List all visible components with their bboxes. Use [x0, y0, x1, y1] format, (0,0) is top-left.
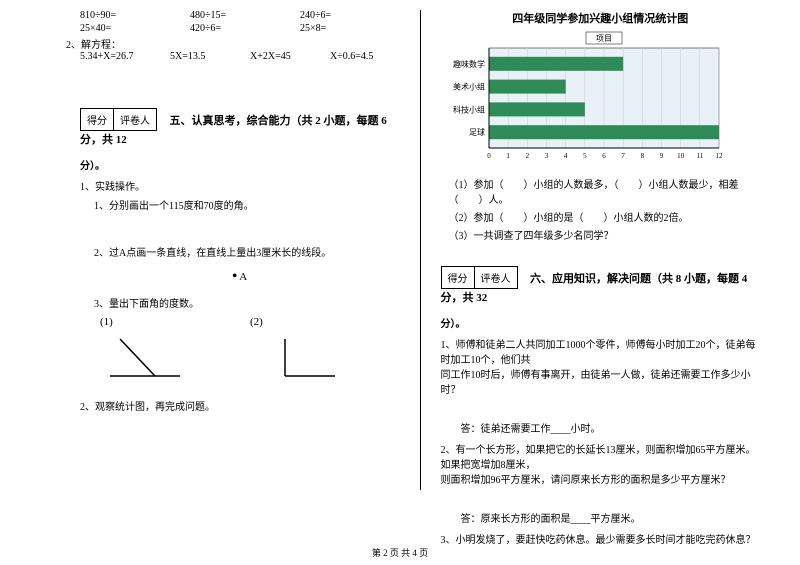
eq: 5.34+X=26.7 [80, 51, 170, 62]
eq: 25×40= [80, 23, 190, 34]
problem-2: 2、观察统计图，再完成问题。 [80, 398, 400, 413]
svg-text:趣味数学: 趣味数学 [453, 59, 485, 69]
problem-1a: 1、分别画出一个115度和70度的角。 [94, 197, 400, 212]
score-label: 得分 [442, 267, 475, 288]
score-label: 得分 [81, 109, 114, 130]
column-divider [420, 10, 421, 490]
chart-q1: （1）参加（ ）小组的人数最多，（ ）小组人数最少，相差（ ）人。 [449, 176, 761, 206]
eq-row-1: 810÷90= 480÷15= 240÷6= [80, 10, 400, 21]
score-box-2: 得分 评卷人 [441, 266, 518, 289]
grader-label: 评卷人 [475, 267, 517, 288]
svg-text:3: 3 [544, 152, 548, 160]
chart-q3: （3）一共调查了四年级多少名同学？ [449, 227, 761, 242]
point-a: • A [80, 269, 400, 285]
angle-2-label: (2) [250, 316, 340, 328]
item-2-label: 2、解方程： [66, 36, 400, 51]
word-problem-1b: 同工作10时后，师傅有事离开，由徒弟一人做，徒弟还需要工作多少小时？ [441, 366, 761, 396]
svg-text:4: 4 [563, 152, 567, 160]
svg-text:项目: 项目 [596, 34, 612, 43]
svg-text:7: 7 [621, 152, 625, 160]
svg-text:5: 5 [583, 152, 587, 160]
answer-2: 答：原来长方形的面积是____平方厘米。 [461, 510, 761, 525]
svg-text:1: 1 [506, 152, 510, 160]
word-problem-2b: 则面积增加96平方厘米，请问原来长方形的面积是多少平方厘米？ [441, 471, 761, 486]
problem-1: 1、实践操作。 [80, 178, 400, 193]
eq-row-3: 5.34+X=26.7 5X=13.5 X+2X=45 X÷0.6=4.5 [80, 51, 400, 62]
section-6-title-2: 分）。 [441, 315, 761, 330]
angle-1-label: (1) [100, 316, 190, 328]
svg-text:美术小组: 美术小组 [453, 82, 485, 92]
answer-1: 答：徒弟还需要工作____小时。 [461, 420, 761, 435]
svg-text:科技小组: 科技小组 [453, 104, 485, 114]
eq: 480÷15= [190, 10, 300, 21]
svg-text:6: 6 [602, 152, 606, 160]
word-problem-1a: 1、师傅和徒弟二人共同加工1000个零件，师傅每小时加工20个，徒弟每时加工10… [441, 336, 761, 366]
page-footer: 第 2 页 共 4 页 [0, 546, 800, 559]
bar-chart: 项目0123456789101112趣味数学美术小组科技小组足球 [441, 30, 761, 170]
point-a-label: A [239, 271, 247, 283]
svg-text:11: 11 [696, 152, 703, 160]
problem-1c: 3、量出下面角的度数。 [94, 295, 400, 310]
chart-q2: （2）参加（ ）小组的是（ ）小组人数的2倍。 [449, 209, 761, 224]
section-5-title-2: 分）。 [80, 157, 400, 172]
svg-text:12: 12 [715, 152, 723, 160]
grader-label: 评卷人 [114, 109, 156, 130]
dot-icon: • [232, 269, 237, 284]
eq: 240÷6= [300, 10, 331, 21]
eq: 5X=13.5 [170, 51, 250, 62]
svg-text:8: 8 [640, 152, 644, 160]
angle-1-icon [100, 334, 190, 384]
angles-row: (1) (2) [100, 316, 400, 384]
svg-text:足球: 足球 [469, 127, 485, 137]
word-problem-3: 3、小明发烧了，要赶快吃药休息。最少需要多长时间才能吃完药休息？ [441, 531, 761, 546]
problem-1b: 2、过A点画一条直线，在直线上量出3厘米长的线段。 [94, 244, 400, 259]
angle-2-icon [250, 334, 340, 384]
eq: X÷0.6=4.5 [330, 51, 373, 62]
score-box: 得分 评卷人 [80, 108, 157, 131]
word-problem-2a: 2、有一个长方形，如果把它的长延长13厘米，则面积增加65平方厘米。如果把宽增加… [441, 441, 761, 471]
eq: 420÷6= [190, 23, 300, 34]
svg-text:0: 0 [487, 152, 491, 160]
eq: X+2X=45 [250, 51, 330, 62]
eq: 25×8= [300, 23, 326, 34]
eq-row-2: 25×40= 420÷6= 25×8= [80, 23, 400, 34]
eq: 810÷90= [80, 10, 190, 21]
svg-text:9: 9 [659, 152, 663, 160]
chart-title: 四年级同学参加兴趣小组情况统计图 [441, 10, 761, 26]
svg-text:2: 2 [525, 152, 529, 160]
svg-text:10: 10 [677, 152, 685, 160]
